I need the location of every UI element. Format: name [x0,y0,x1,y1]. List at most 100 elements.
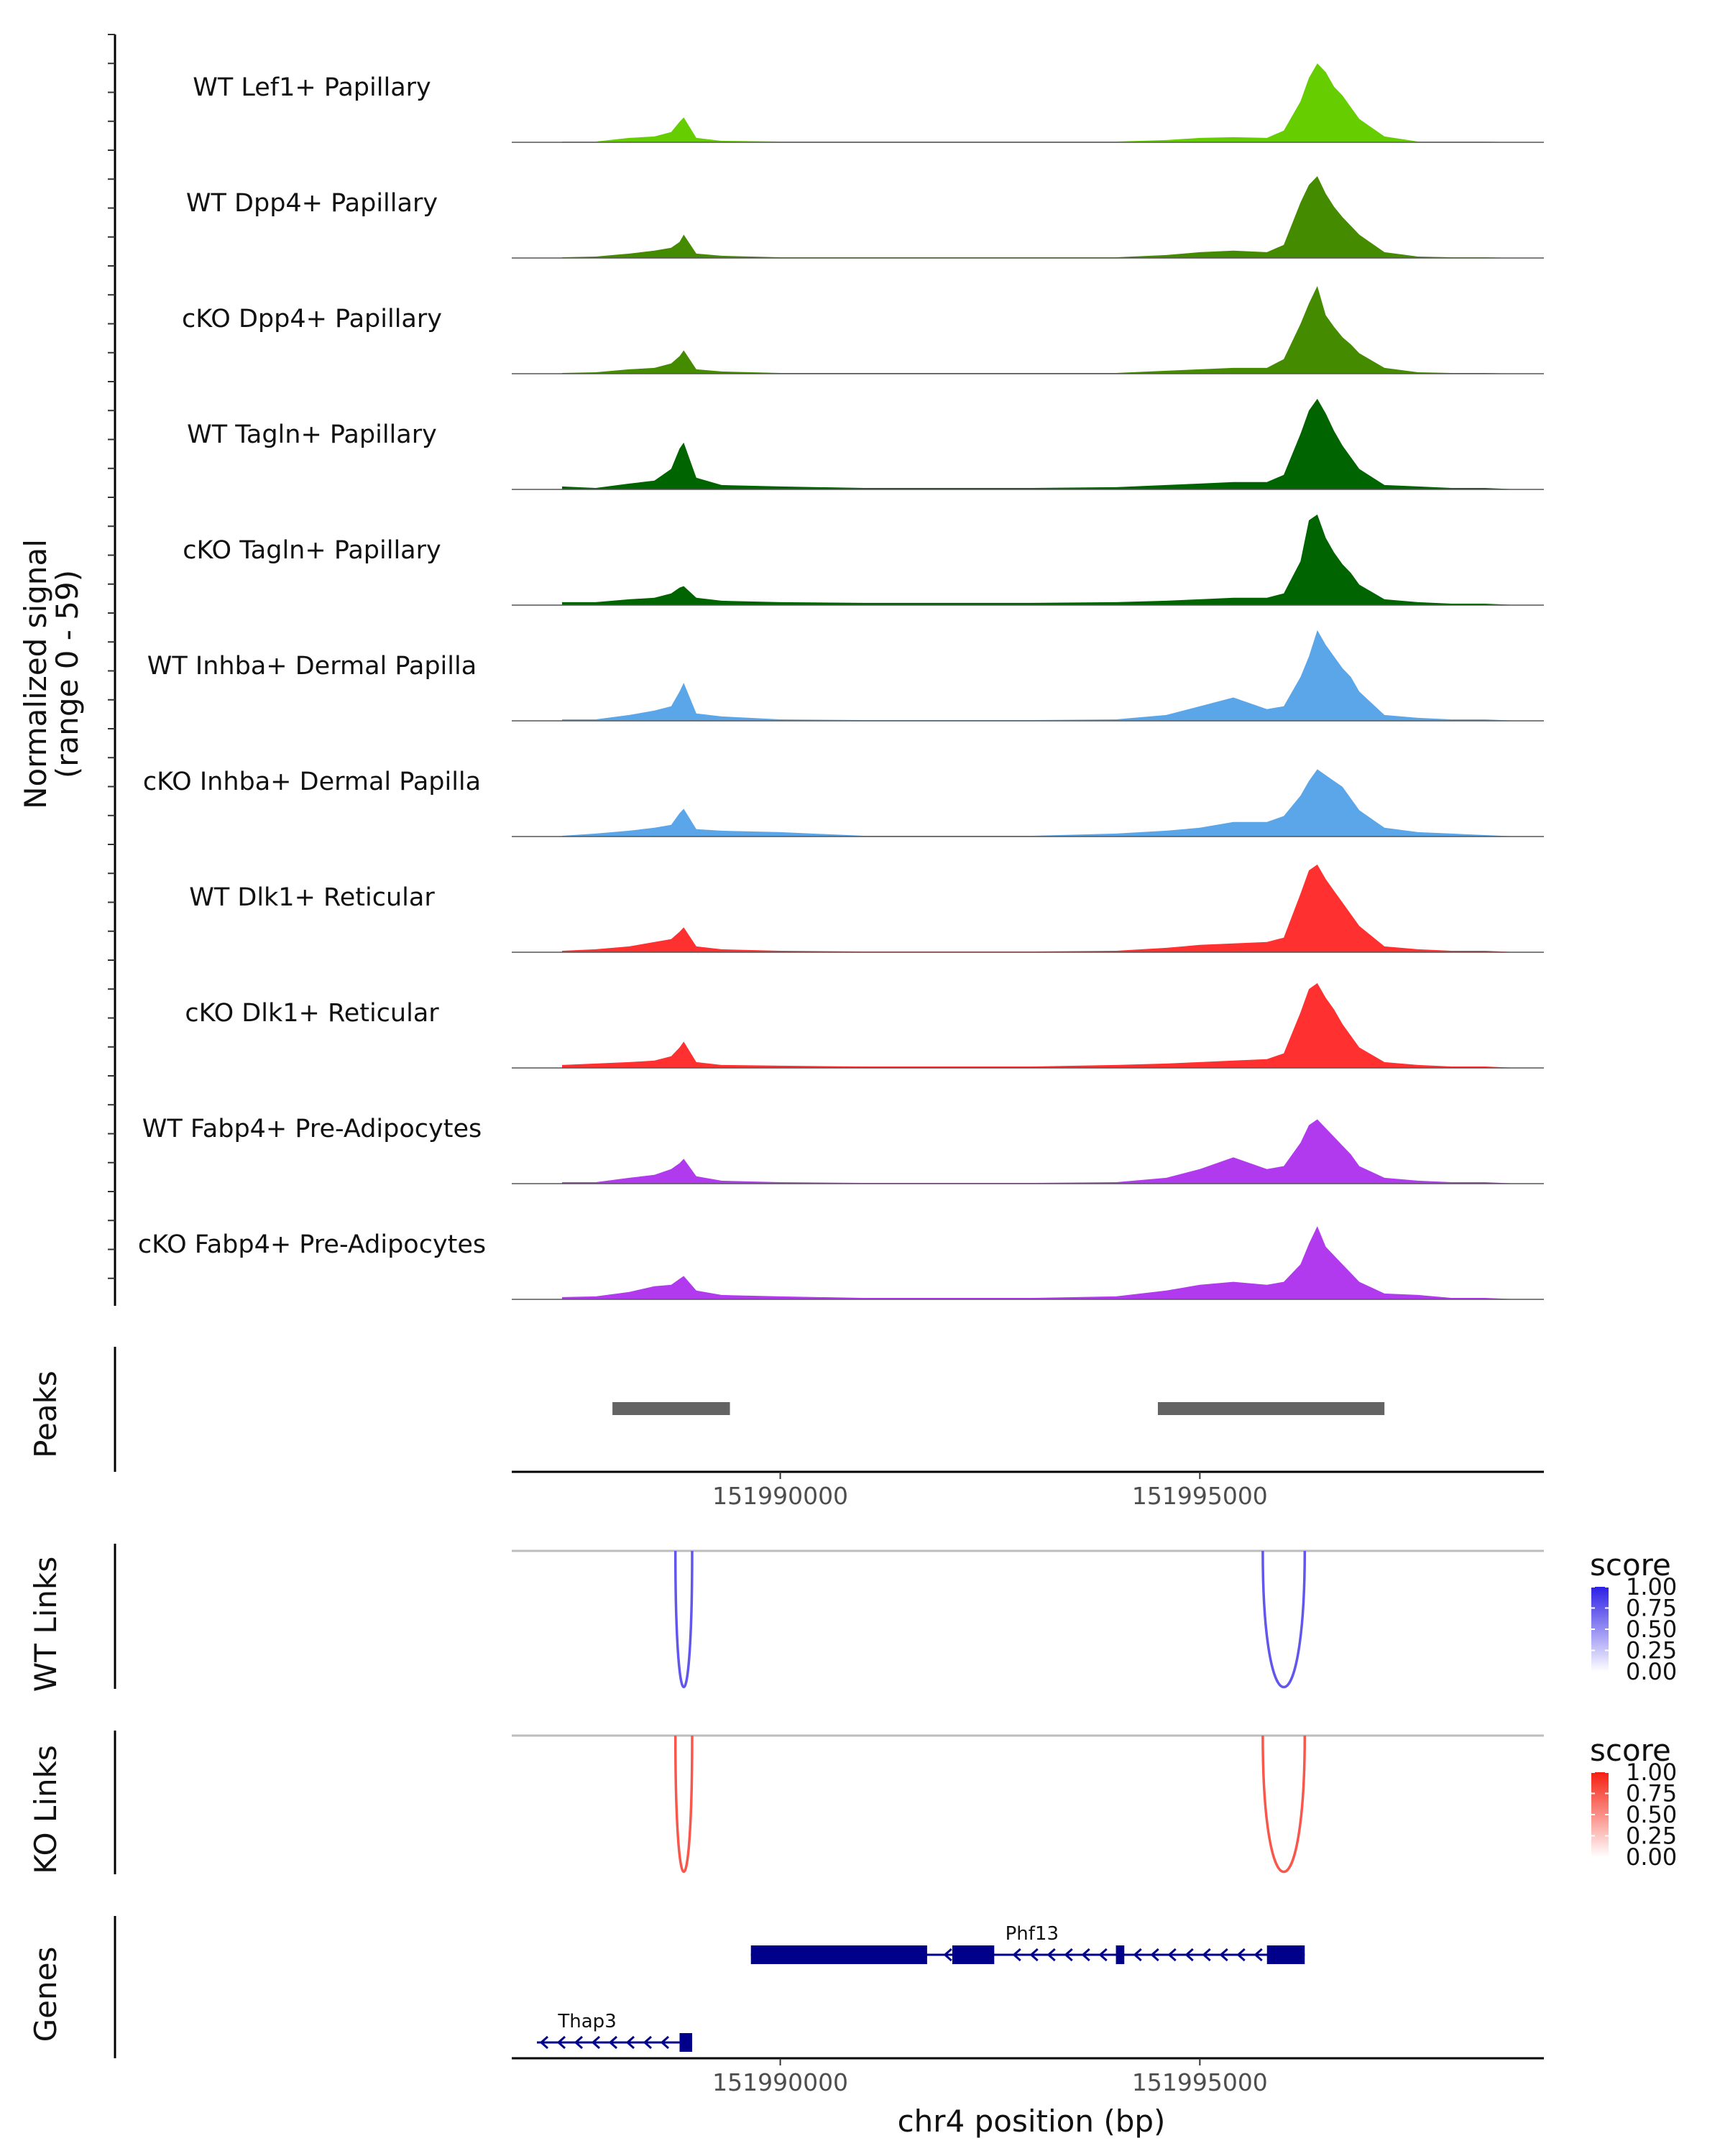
coverage-y-axis-label-line1: Normalized signal [18,539,53,809]
coverage-y-axis-label-line2: (range 0 - 59) [50,570,85,778]
gene-exon [952,1945,995,1964]
gene-exon [679,2033,693,2052]
strand-arrow [556,2035,566,2050]
x-axis-tick-label: 151995000 [1132,2068,1268,2096]
coverage-track: cKO Dpp4+ Papillary [182,286,1544,374]
coverage-track-area [562,769,1519,837]
legend-title: score [1590,1733,1671,1768]
gene-exon [1116,1945,1125,1964]
strand-arrow [1133,1948,1142,1962]
coverage-y-axis-label: Normalized signal(range 0 - 59) [18,539,85,809]
coverage-track-label: WT Fabp4+ Pre-Adipocytes [142,1115,482,1143]
coverage-track-label: cKO Inhba+ Dermal Papilla [143,768,481,796]
link-arc [1261,1550,1307,1689]
strand-arrow [1219,1948,1228,1962]
coverage-track: WT Lef1+ Papillary [193,63,1544,143]
gene-label: Thap3 [557,2011,616,2032]
strand-arrow [608,2035,618,2050]
peak-bar [612,1402,730,1415]
ko-links-panel-label: KO Links [28,1745,63,1874]
legend-tick-label: 0.00 [1626,1658,1677,1685]
coverage-track-label: WT Inhba+ Dermal Papilla [147,652,477,681]
strand-arrow [1064,1948,1073,1962]
coverage-track-label: WT Tagln+ Papillary [187,420,437,449]
strand-arrow [1081,1948,1090,1962]
peak-bar [1157,1402,1385,1415]
peaks-panel-label: Peaks [28,1370,63,1458]
coverage-track-area [562,63,1519,142]
x-axis-tick-label: 151995000 [1132,1482,1268,1510]
strand-arrow [1184,1948,1194,1962]
coverage-track: WT Inhba+ Dermal Papilla [147,630,1544,722]
legend-tick-label: 0.25 [1626,1637,1677,1664]
x-axis-upper: 151990000 151995000 [512,1470,1544,1510]
coverage-track-label: cKO Dpp4+ Papillary [182,305,442,333]
strand-arrow [1254,1948,1263,1962]
x-axis-tick-label: 151990000 [712,1482,848,1510]
coverage-track-area [562,286,1519,374]
strand-arrow [539,2035,549,2050]
ko-links-panel [114,1731,1544,1874]
strand-arrow [591,2035,601,2050]
gene-model: Phf13 [750,1923,1305,1964]
strand-arrow [1098,1948,1108,1962]
strand-arrow [1029,1948,1039,1962]
x-axis-tick-label: 151990000 [712,2068,848,2096]
coverage-track-area [562,1119,1519,1184]
coverage-track-label: WT Lef1+ Papillary [193,73,431,102]
coverage-track: WT Fabp4+ Pre-Adipocytes [142,1115,1544,1184]
strand-arrow [1167,1948,1177,1962]
legend-tick-label: 1.00 [1626,1573,1677,1600]
link-arc [673,1550,694,1688]
legend-tick-label: 0.00 [1626,1843,1677,1871]
coverage-track: cKO Dlk1+ Reticular [185,983,1544,1069]
wt-links-panel [114,1544,1544,1689]
coverage-track: WT Tagln+ Papillary [187,398,1544,490]
legend-tick-label: 0.75 [1626,1595,1677,1622]
coverage-track-label: cKO Dlk1+ Reticular [185,999,439,1028]
coverage-panel: WT Lef1+ Papillary WT Dpp4+ Papillary cKO … [108,34,1544,1306]
coverage-track-label: cKO Fabp4+ Pre-Adipocytes [138,1230,486,1259]
strand-arrow [1236,1948,1246,1962]
strand-arrow [643,2035,653,2050]
coverage-track-label: WT Dpp4+ Papillary [186,189,438,218]
coverage-track: cKO Tagln+ Papillary [183,514,1544,606]
strand-arrow [1150,1948,1159,1962]
strand-arrow [625,2035,635,2050]
coverage-track-area [562,1226,1519,1299]
coverage-track: WT Dlk1+ Reticular [189,865,1544,953]
genes-panel-label: Genes [28,1947,63,2042]
legend-tick-label: 1.00 [1626,1759,1677,1786]
gene-model: Thap3 [537,2011,693,2052]
coverage-track: cKO Fabp4+ Pre-Adipocytes [138,1226,1544,1300]
x-axis-label: chr4 position (bp) [898,2104,1166,2139]
genes-panel: Phf13 Thap3 [114,1916,1305,2058]
coverage-track-area [562,865,1519,952]
coverage-track-area [562,514,1519,605]
coverage-track-area [562,398,1519,489]
strand-arrow [1202,1948,1211,1962]
peaks-panel [114,1347,1385,1472]
coverage-track: cKO Inhba+ Dermal Papilla [143,768,1544,837]
strand-arrow [1012,1948,1021,1962]
gene-exon [750,1945,927,1964]
legend-tick-label: 0.50 [1626,1801,1677,1828]
coverage-track-label: WT Dlk1+ Reticular [189,883,435,912]
wt-links-panel-label: WT Links [28,1557,63,1692]
legend-tick-label: 0.50 [1626,1616,1677,1643]
legend-tick-label: 0.25 [1626,1823,1677,1850]
strand-arrow [1046,1948,1056,1962]
link-arc [1261,1735,1307,1874]
coverage-track: WT Dpp4+ Papillary [186,176,1544,259]
legend-tick-label: 0.75 [1626,1780,1677,1807]
strand-arrow [660,2035,670,2050]
gene-exon [1266,1945,1305,1964]
coverage-track-area [562,176,1519,258]
x-axis-lower: 151990000 151995000 [512,2057,1544,2096]
coverage-track-area [562,630,1519,721]
legend-title: score [1590,1547,1671,1583]
strand-arrow [943,1948,952,1962]
